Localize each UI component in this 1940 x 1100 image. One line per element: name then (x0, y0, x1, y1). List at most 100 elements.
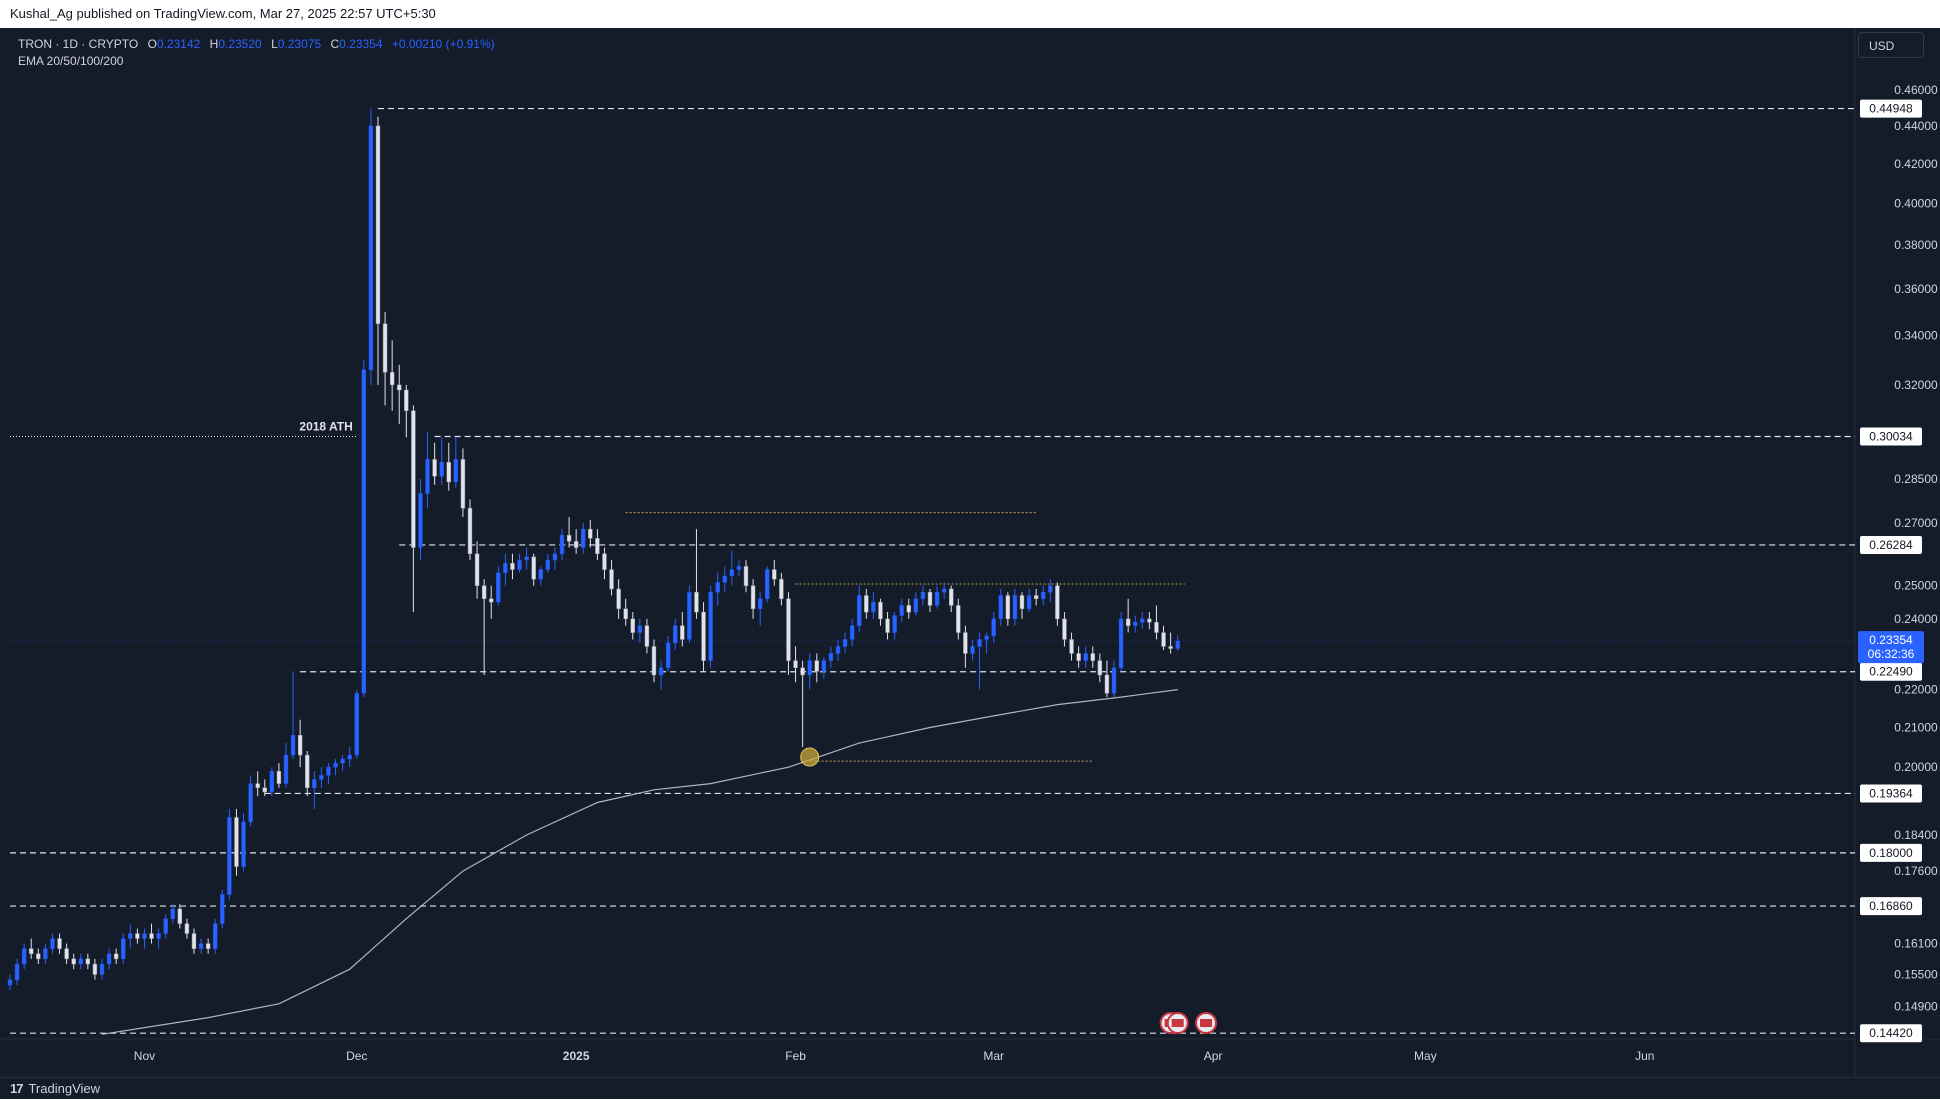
price-tick-label: 0.15500 (1894, 967, 1938, 981)
candle-body (503, 562, 508, 574)
time-tick-label: Dec (346, 1049, 367, 1063)
flag-icon (1171, 1019, 1184, 1027)
candle-body (552, 553, 558, 561)
candle-body (913, 598, 919, 613)
candle-body (750, 585, 756, 610)
candle-body (1111, 667, 1117, 694)
candle-body (920, 591, 926, 600)
candle-body (835, 646, 841, 654)
candle-body (43, 948, 48, 960)
candle-body (290, 735, 296, 756)
high-value: 0.23520 (218, 37, 262, 51)
level-price-tag (1860, 843, 1922, 862)
candle-body (665, 642, 671, 669)
candle-body (1026, 595, 1032, 610)
candle-body (708, 591, 713, 661)
candle-body (1019, 595, 1025, 610)
candle-body (354, 693, 359, 756)
candle-body (673, 625, 678, 644)
candle-body (85, 958, 91, 965)
candle-body (630, 618, 635, 633)
candle-body (1154, 622, 1159, 633)
indicator-label[interactable]: EMA 20/50/100/200 (18, 54, 124, 68)
price-tick-label: 0.18400 (1894, 828, 1938, 842)
candle-body (687, 591, 692, 640)
level-price-tag (1860, 427, 1922, 446)
candle-body (191, 933, 197, 949)
candle-body (121, 938, 126, 960)
time-tick-label: Feb (785, 1049, 806, 1063)
candle-body (1083, 653, 1088, 661)
candle-body (637, 625, 643, 633)
candle-body (474, 553, 480, 586)
candle-body (800, 667, 805, 676)
candle-body (651, 646, 657, 676)
symbol-title[interactable]: TRON · 1D · CRYPTO (18, 37, 139, 51)
candle-body (956, 605, 961, 633)
candle-body (963, 632, 968, 654)
candle-body (842, 639, 848, 647)
candle-body (927, 591, 933, 606)
currency-button[interactable]: USD (1858, 32, 1924, 58)
candle-body (1168, 646, 1173, 649)
price-tick-label: 0.22000 (1894, 683, 1938, 697)
candle-body (736, 566, 742, 570)
candle-body (411, 410, 416, 548)
published-text: Kushal_Ag published on TradingView.com, … (10, 6, 436, 21)
countdown-value: 06:32:36 (1868, 647, 1915, 661)
price-tick-label: 0.16100 (1894, 937, 1938, 951)
time-tick-label: Nov (134, 1049, 155, 1063)
price-tick-label: 0.36000 (1894, 282, 1938, 296)
candle-body (1005, 595, 1011, 620)
candle-body (1147, 618, 1152, 623)
candle-body (149, 933, 154, 939)
candle-body (949, 588, 954, 606)
candle-body (418, 493, 423, 548)
candle-body (757, 598, 763, 610)
flag-icon (1200, 1019, 1212, 1027)
candle-body (156, 933, 161, 939)
candle-body (276, 770, 282, 784)
candle-body (609, 569, 614, 590)
candle-body (50, 938, 55, 949)
symbol-legend: TRON · 1D · CRYPTO O0.23142 H0.23520 L0.… (18, 36, 495, 70)
level-price-label: 0.44948 (1869, 102, 1913, 116)
level-price-label: 0.26284 (1869, 538, 1913, 552)
price-tick-label: 0.44000 (1894, 119, 1938, 133)
candle-body (892, 615, 897, 633)
candle-body (595, 538, 600, 555)
candle-body (177, 908, 183, 924)
price-tick-label: 0.38000 (1894, 238, 1938, 252)
published-header: Kushal_Ag published on TradingView.com, … (0, 0, 1940, 28)
close-label: C (330, 37, 340, 51)
candle-body (658, 667, 664, 676)
candle-body (453, 459, 459, 483)
candle-body (559, 534, 565, 555)
time-tick-label: Mar (983, 1049, 1004, 1063)
time-tick-label: Jun (1635, 1049, 1654, 1063)
candle-body (1012, 595, 1018, 620)
candle-body (389, 372, 395, 386)
price-tick-label: 0.34000 (1894, 329, 1938, 343)
candle-body (36, 953, 41, 960)
tradingview-logo-icon[interactable]: 17 (10, 1081, 24, 1096)
candle-body (715, 582, 720, 593)
candle-body (92, 963, 98, 975)
price-chart[interactable]: 2018 ATH 0.46000 0.44000 0.42000 0.40000 0.38… (0, 28, 1940, 1077)
candle-body (1118, 618, 1124, 669)
candle-body (906, 605, 911, 613)
price-tick-label: 0.46000 (1894, 83, 1938, 97)
candle-body (439, 461, 444, 477)
level-price-tag (1860, 99, 1922, 118)
level-price-tag (1860, 662, 1922, 681)
candle-body (531, 556, 536, 580)
candle-body (14, 963, 20, 980)
candle-body (828, 653, 834, 661)
chart-frame[interactable]: 2018 ATH 0.46000 0.44000 0.42000 0.40000 0.38… (0, 28, 1940, 1077)
candle-body (701, 611, 706, 661)
price-tick-label: 0.17600 (1894, 864, 1938, 878)
price-tick-label: 0.40000 (1894, 196, 1938, 210)
tradingview-brand[interactable]: TradingView (28, 1081, 101, 1096)
candle-body (538, 569, 543, 580)
price-tick-label: 0.32000 (1894, 378, 1938, 392)
